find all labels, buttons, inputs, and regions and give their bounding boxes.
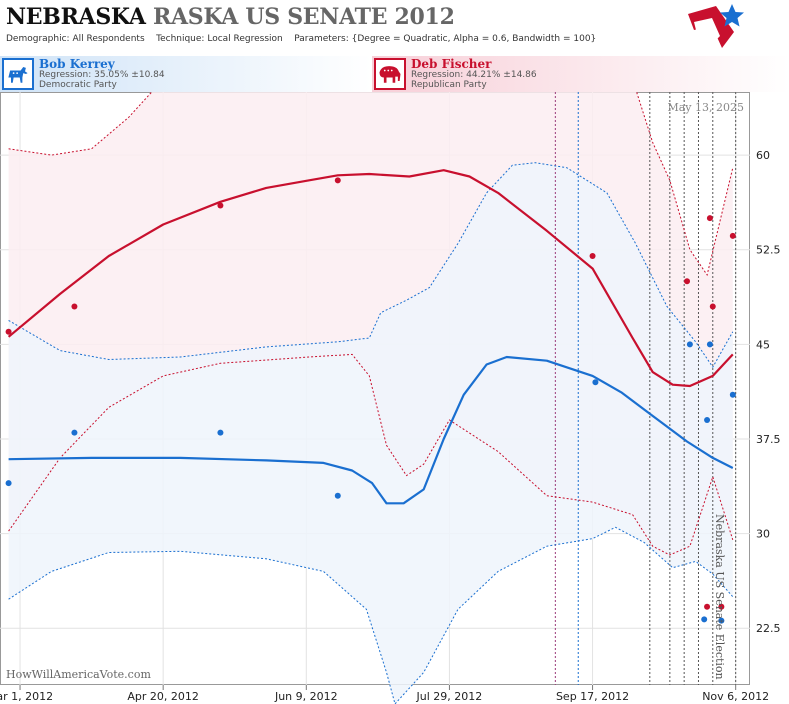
candidate-legend-dem: Bob Kerrey Regression: 35.05% ±10.84 Dem… [0,56,372,92]
dem-poll-point [718,617,725,624]
regression-rep: Regression: 44.21% ±14.86 [411,70,537,80]
dem-upper-bound [8,162,734,369]
x-axis-ticks: Mar 1, 2012 Apr 20, 2012 Jun 9, 2012 Jul 29… [0,685,769,703]
demographic-value: All Respondents [72,34,145,44]
y-tick-label: 37.5 [756,433,781,446]
dem-lower-bound [8,526,734,704]
dem-poll-point [701,616,708,623]
dem-trend-line [8,355,734,505]
x-tick-label: Mar 1, 2012 [0,690,53,703]
candidate-legend-rep: Deb Fischer Regression: 44.21% ±14.86 Re… [372,56,789,92]
dem-poll-point [71,429,78,436]
y-tick-label: 60 [756,149,770,162]
parameters-label: Parameters: [294,34,349,44]
dem-poll-point [217,429,224,436]
x-tick-label: Apr 20, 2012 [127,690,199,703]
y-axis-ticks: 60 52.5 45 37.5 30 22.5 [756,149,781,635]
rep-poll-point [709,303,716,310]
x-tick-label: Sep 17, 2012 [556,690,629,703]
x-tick-label: Nov 6, 2012 [702,690,769,703]
party-rep: Republican Party [411,80,487,90]
confidence-bands [8,92,733,704]
dem-poll-point [706,341,713,348]
chart-header: NEBRASKA RASKA US SENATE 2012 Demographi… [0,0,789,56]
dem-confidence-band [8,162,733,704]
rep-lower-bound [8,353,734,556]
rep-poll-point [706,215,713,222]
rep-poll-point [684,278,691,285]
rep-trend-line [7,169,734,388]
x-tick-label: Jun 9, 2012 [274,690,338,703]
parameters-value: {Degree = Quadratic, Alpha = 0.6, Bandwi… [351,34,597,44]
y-tick-label: 30 [756,528,770,541]
technique-label: Technique: [156,34,205,44]
rep-poll-point [718,603,725,610]
party-dem: Democratic Party [39,80,117,90]
rep-poll-point [217,202,224,209]
dem-poll-point [592,379,599,386]
confidence-bounds [8,92,734,704]
title-race: RASKA US SENATE 2012 [152,4,455,30]
poll-chart: 60 52.5 45 37.5 30 22.5 Mar 1, 2012 Apr 20, 20… [0,92,781,704]
rep-poll-point [729,232,736,239]
y-tick-label: 22.5 [756,622,781,635]
chart-title: NEBRASKA RASKA US SENATE 2012 [6,4,455,30]
event-lines [554,92,737,685]
dem-poll-point [704,417,711,424]
rep-poll-point [5,328,12,335]
elephant-icon [374,58,406,90]
dem-poll-point [5,480,12,487]
demographic-label: Demographic: [6,34,70,44]
trend-lines [7,169,734,505]
x-tick-label: Jul 29, 2012 [416,690,483,703]
poll-points [5,177,736,624]
watermark: HowWillAmericaVote.com [6,668,151,681]
parameters-line: Demographic: All Respondents Technique: … [6,34,596,44]
regression-dem: Regression: 35.05% ±10.84 [39,70,165,80]
candidate-name-rep: Deb Fischer [411,57,492,71]
dem-poll-point [686,341,693,348]
rep-poll-point [589,253,596,260]
donkey-icon [2,58,34,90]
y-tick-label: 45 [756,338,770,351]
title-state: NEBRASKA [6,4,146,30]
dem-poll-point [334,492,341,499]
y-tick-label: 52.5 [756,244,781,257]
event-label: Nebraska US Senate Election [713,514,726,680]
logo-star-icon [688,4,744,48]
rep-poll-point [334,177,341,184]
candidate-name-dem: Bob Kerrey [39,57,115,71]
technique-value: Local Regression [207,34,283,44]
dem-poll-point [729,391,736,398]
date-stamp: May 13, 2025 [667,101,744,114]
rep-poll-point [71,303,78,310]
rep-upper-bound [8,92,734,277]
rep-poll-point [704,603,711,610]
